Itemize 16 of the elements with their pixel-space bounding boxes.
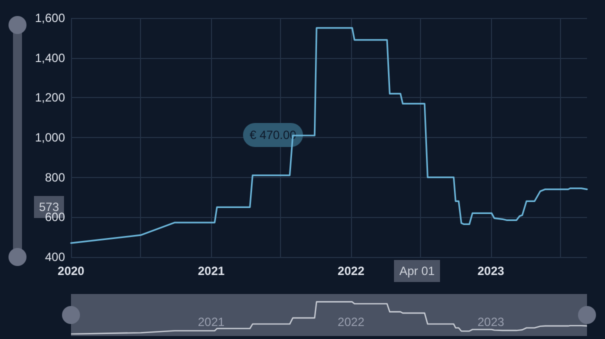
y-tick-label: 800: [44, 170, 66, 184]
x-tick-label: 2020: [58, 264, 85, 278]
x-tick-label: 2022: [338, 315, 365, 329]
x-tick-label: 2023: [477, 315, 505, 329]
y-tick-label: 400: [44, 250, 66, 264]
annotation: € 470.00: [250, 128, 297, 142]
x-tick-label: 2022: [338, 264, 365, 278]
y-tick-label: 1,200: [34, 90, 66, 105]
x-tick-label: 2021: [198, 264, 225, 278]
y-tick-label: 1,400: [34, 50, 66, 65]
text: Apr 01: [399, 264, 435, 278]
line-series: [70, 27, 588, 244]
y-tick-label: 1,000: [34, 130, 66, 144]
x-tick-label: 2023: [477, 264, 505, 278]
y-tick-label: 1,600: [34, 11, 66, 25]
x-tick-label: 2021: [198, 315, 225, 329]
